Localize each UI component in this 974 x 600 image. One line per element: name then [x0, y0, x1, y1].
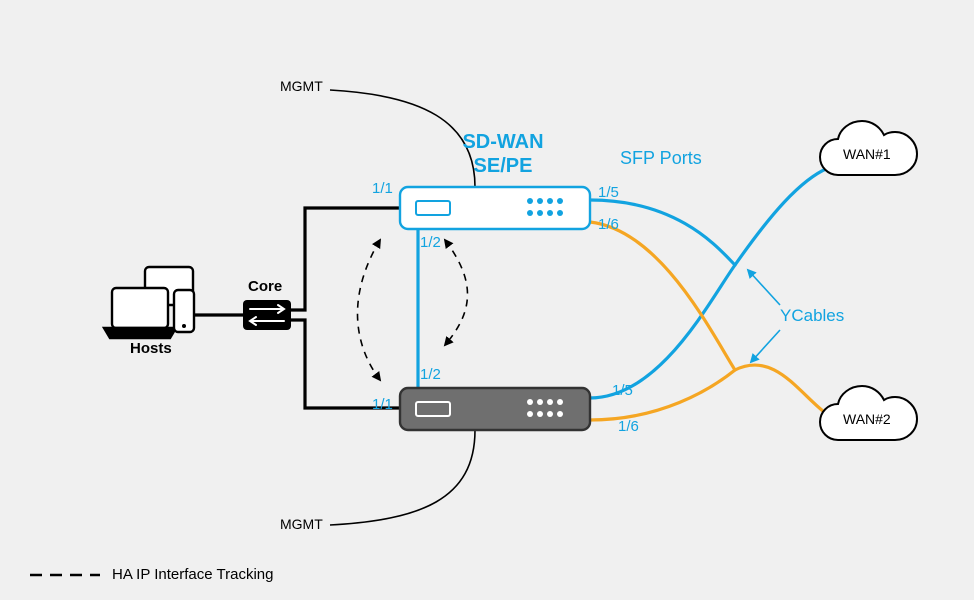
- ycables-arrow-down: [751, 330, 780, 362]
- label-mgmt-bottom: MGMT: [280, 516, 323, 533]
- port-bot-1-6: 1/6: [618, 418, 639, 436]
- core-switch-icon: [243, 300, 291, 330]
- label-sdwan-title: SD-WAN SE/PE: [448, 130, 558, 178]
- label-sdwan-line2: SE/PE: [474, 155, 533, 177]
- label-hosts: Hosts: [130, 340, 172, 358]
- diagram-svg: [0, 0, 974, 600]
- label-mgmt-top: MGMT: [280, 78, 323, 95]
- label-wan1: WAN#1: [843, 146, 891, 163]
- link-core-top: [291, 208, 400, 310]
- label-core: Core: [248, 278, 282, 296]
- link-mgmt-bottom: [330, 430, 475, 525]
- port-bot-1-2: 1/2: [420, 366, 441, 384]
- port-top-1-5: 1/5: [598, 184, 619, 202]
- device-sdwan-top: [400, 187, 590, 229]
- ha-tracking-right: [445, 240, 468, 345]
- device-sdwan-bottom: [400, 388, 590, 430]
- port-bot-1-5: 1/5: [612, 382, 633, 400]
- port-top-1-2: 1/2: [420, 234, 441, 252]
- port-bot-1-1: 1/1: [372, 396, 393, 414]
- label-sdwan-line1: SD-WAN: [462, 131, 543, 153]
- label-sfp-ports: SFP Ports: [620, 148, 702, 170]
- link-core-bottom: [291, 320, 400, 408]
- hosts-icon: [104, 267, 194, 338]
- label-ycables: YCables: [780, 306, 844, 326]
- ycables-arrow-up: [748, 270, 780, 305]
- legend-label: HA IP Interface Tracking: [112, 566, 273, 584]
- diagram-canvas: MGMT MGMT SD-WAN SE/PE SFP Ports Core Ho…: [0, 0, 974, 600]
- port-top-1-1: 1/1: [372, 180, 393, 198]
- cable-blue-to-wan1: [735, 168, 828, 265]
- cable-orange-to-wan2: [735, 365, 828, 415]
- port-top-1-6: 1/6: [598, 216, 619, 234]
- ha-tracking-left: [358, 240, 381, 380]
- label-wan2: WAN#2: [843, 411, 891, 428]
